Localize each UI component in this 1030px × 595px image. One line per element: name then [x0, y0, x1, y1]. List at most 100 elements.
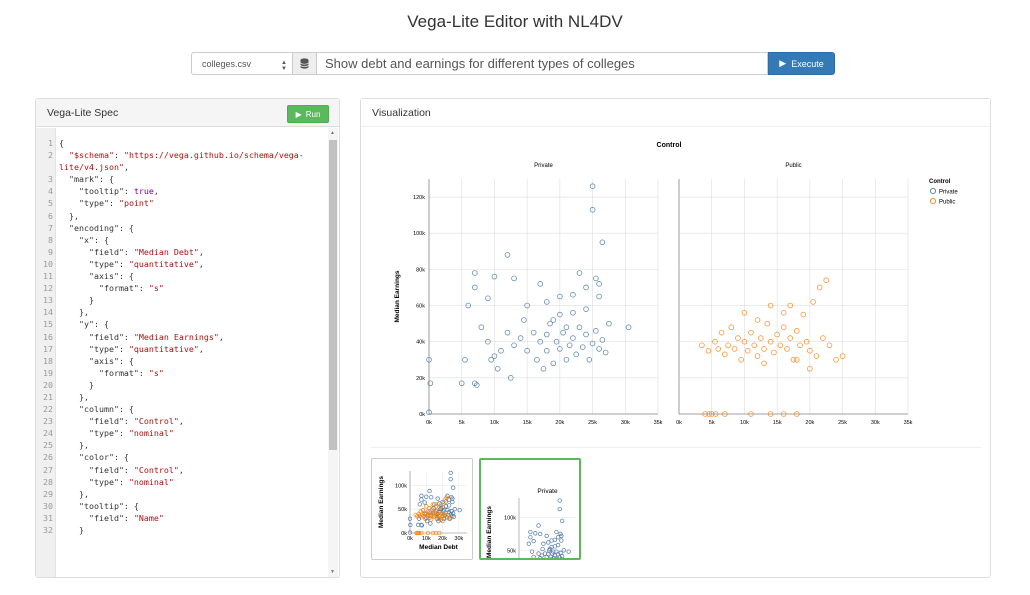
data-point	[427, 488, 432, 494]
data-point	[419, 522, 424, 528]
data-point	[559, 533, 564, 539]
data-point	[557, 311, 563, 318]
legend-symbol	[929, 197, 937, 205]
y-tick-label: 100k	[504, 516, 516, 522]
data-point	[437, 516, 442, 521]
query-input[interactable]: Show debt and earnings for different typ…	[317, 52, 768, 75]
data-point	[731, 346, 738, 352]
y-tick-label: 80k	[416, 267, 425, 273]
editor-scrollbar[interactable]: ▲ ▼	[328, 128, 338, 577]
data-point	[537, 281, 544, 287]
data-point	[800, 311, 807, 318]
code-token: "s"	[148, 283, 164, 294]
data-point	[546, 552, 551, 557]
spec-editor[interactable]: 1{2 "$schema": "https://vega.github.io/s…	[36, 128, 339, 577]
code-token: ,	[178, 464, 184, 475]
code-token: "Median Debt"	[133, 246, 199, 257]
data-point	[777, 342, 784, 349]
data-point	[780, 309, 787, 316]
data-point	[473, 382, 480, 388]
line-number: 23	[43, 416, 53, 427]
code-line: 6 },	[36, 210, 339, 222]
data-point	[438, 504, 444, 509]
data-point	[441, 501, 446, 506]
data-point	[498, 347, 504, 354]
data-point	[735, 335, 741, 341]
facet-header: Private	[537, 488, 558, 495]
y-tick-label: 0k	[401, 531, 407, 537]
data-point	[790, 356, 797, 363]
code-line: 10 "type": "quantitative",	[36, 258, 339, 270]
code-token: "x": {	[59, 234, 109, 245]
data-point	[511, 342, 517, 349]
data-point	[537, 338, 544, 345]
data-point	[435, 496, 440, 501]
data-point	[536, 551, 541, 556]
code-token: "field":	[59, 246, 134, 257]
data-point	[435, 502, 440, 507]
x-tick-label: 25k	[588, 420, 597, 426]
scroll-down-icon[interactable]: ▼	[330, 569, 335, 575]
data-point	[553, 338, 560, 345]
data-point	[428, 510, 433, 516]
code-token: "axis": {	[59, 271, 134, 282]
data-point	[599, 337, 606, 343]
data-point	[426, 409, 432, 415]
line-number: 10	[43, 258, 53, 269]
code-token: "Control"	[133, 416, 179, 427]
code-line: 30 "tooltip": {	[36, 500, 339, 512]
data-point	[544, 533, 549, 539]
code-line: 2 "$schema": "https://vega.github.io/sch…	[36, 149, 339, 161]
line-number: 31	[43, 512, 53, 523]
code-token: "$schema"	[69, 150, 114, 161]
line-number: 13	[43, 295, 53, 306]
data-point	[422, 500, 427, 505]
x-tick-label: 20k	[805, 420, 814, 426]
scroll-up-icon[interactable]: ▲	[330, 130, 335, 136]
scrollbar-thumb[interactable]	[329, 140, 337, 450]
line-number: 27	[43, 464, 53, 475]
data-point	[787, 335, 794, 341]
run-button[interactable]: ▶ Run	[287, 105, 329, 123]
code-token: "type":	[59, 343, 129, 354]
data-point	[425, 530, 431, 536]
data-point	[440, 518, 445, 524]
data-point	[430, 502, 435, 507]
data-point	[712, 411, 719, 417]
code-line: 20 }	[36, 379, 339, 391]
code-token: "type":	[59, 428, 129, 439]
data-point	[803, 338, 810, 345]
data-point	[538, 531, 543, 537]
code-line: 8 "x": {	[36, 234, 339, 246]
code-token: ,	[178, 416, 184, 427]
line-number: 12	[43, 283, 53, 294]
code-token: },	[59, 391, 89, 402]
data-point	[705, 347, 712, 354]
data-point	[599, 239, 606, 246]
data-point	[702, 411, 708, 417]
data-point	[559, 538, 564, 543]
code-token: "Control"	[133, 464, 179, 475]
execute-label: Execute	[791, 58, 824, 69]
thumbnail-chart-1[interactable]: 0k 10k 20k 30k 0k 50k 100k Median Debt Median Ea…	[371, 458, 473, 560]
code-token: "format":	[59, 283, 149, 294]
line-number: 7	[48, 222, 53, 233]
x-tick-label: 30k	[454, 536, 463, 542]
execute-button[interactable]: ▶ Execute	[768, 52, 835, 75]
data-point	[748, 329, 754, 336]
data-point	[450, 499, 455, 505]
data-point	[452, 507, 457, 512]
y-tick-label: 100k	[413, 231, 425, 237]
x-tick-label: 0k	[426, 420, 432, 426]
data-point	[504, 329, 511, 336]
data-point	[543, 331, 550, 338]
dataset-select[interactable]: colleges.csv ▲ ▼	[191, 52, 293, 75]
code-token: "column": {	[59, 404, 134, 415]
thumbnail-chart-2[interactable]: Private 50k 100k Median Earnings	[479, 458, 581, 560]
code-token: "Name"	[133, 512, 164, 523]
line-number: 24	[43, 428, 53, 439]
code-line: 29 },	[36, 488, 339, 500]
data-point	[445, 512, 450, 518]
caret-down-icon: ▲ ▼	[281, 60, 287, 72]
code-line: 12 "format": "s"	[36, 282, 339, 294]
